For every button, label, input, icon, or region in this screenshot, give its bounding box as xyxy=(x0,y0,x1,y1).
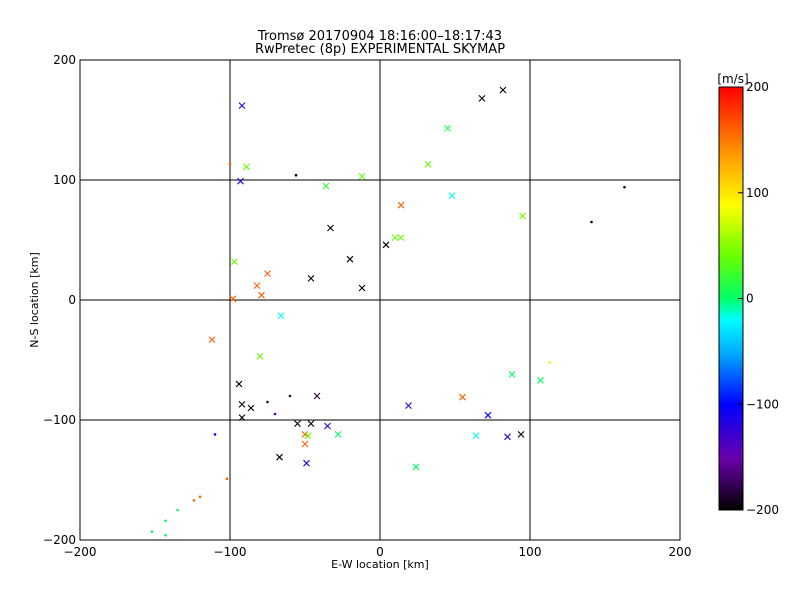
data-point-x xyxy=(397,234,405,241)
data-point-x xyxy=(304,432,312,439)
data-point-x xyxy=(322,182,330,190)
data-point-x xyxy=(253,282,261,289)
y-tick-labels: −200 −100 0 100 200 xyxy=(43,53,76,547)
data-point-x xyxy=(247,404,255,412)
x-tick-label: −100 xyxy=(214,545,247,559)
data-point-x xyxy=(517,431,525,438)
plot-frame xyxy=(79,59,681,541)
data-point-dot xyxy=(294,173,298,177)
x-axis-label: E-W location [km] xyxy=(331,558,429,571)
data-point-x xyxy=(397,201,405,209)
data-point-dot xyxy=(198,495,202,499)
data-point-x xyxy=(358,284,366,292)
data-point-dot xyxy=(164,519,167,523)
data-point-x xyxy=(231,258,238,265)
data-point-x xyxy=(519,212,526,220)
x-tick-label: 0 xyxy=(376,545,384,559)
data-point-dot xyxy=(273,412,277,416)
data-point-x xyxy=(303,459,310,467)
data-point-dot xyxy=(192,499,196,502)
colorbar-tick-label: −100 xyxy=(746,397,779,411)
data-point-x xyxy=(243,163,250,171)
data-point-dot xyxy=(266,400,269,404)
data-point-x xyxy=(484,411,492,419)
data-point-dot xyxy=(164,533,167,537)
data-point-x xyxy=(508,371,516,378)
data-point-x xyxy=(424,161,432,168)
data-point-x xyxy=(537,377,544,384)
data-point-x xyxy=(472,432,480,439)
data-point-x xyxy=(208,336,216,343)
data-point-x xyxy=(307,275,315,282)
data-point-x xyxy=(444,125,451,132)
data-point-x xyxy=(277,312,285,319)
y-tick-label: −200 xyxy=(43,533,76,547)
data-point-x xyxy=(229,295,237,303)
data-point-x xyxy=(238,401,246,408)
data-point-x xyxy=(301,440,309,448)
data-point-x xyxy=(313,392,321,400)
data-point-x xyxy=(412,463,420,471)
data-points xyxy=(150,86,626,537)
data-point-x xyxy=(324,422,331,430)
data-point-x xyxy=(276,453,283,461)
data-point-x xyxy=(358,173,366,180)
data-point-x xyxy=(238,414,246,421)
data-point-x xyxy=(391,234,399,241)
data-point-x xyxy=(459,393,466,401)
data-point-dot xyxy=(213,433,217,436)
y-tick-label: 100 xyxy=(53,173,76,187)
data-point-x xyxy=(238,102,246,109)
x-tick-labels: −200 −100 0 100 200 xyxy=(64,545,692,559)
colorbar-tick-label: 0 xyxy=(746,292,754,306)
data-point-dot xyxy=(150,530,154,533)
data-point-x xyxy=(235,380,243,388)
data-point-x xyxy=(327,224,334,232)
colorbar-tick-label: −200 xyxy=(746,503,779,517)
data-point-x xyxy=(334,431,342,438)
x-tick-label: −200 xyxy=(64,545,97,559)
data-point-dot xyxy=(176,508,179,512)
data-point-x xyxy=(504,433,511,441)
data-point-x xyxy=(405,402,412,409)
data-point-x xyxy=(258,291,265,299)
y-tick-label: −100 xyxy=(43,413,76,427)
colorbar-label: [m/s] xyxy=(717,72,748,86)
data-point-x xyxy=(346,255,354,263)
x-tick-label: 100 xyxy=(519,545,542,559)
data-point-x xyxy=(478,95,486,102)
x-tick-label: 200 xyxy=(669,545,692,559)
data-point-dot xyxy=(288,394,292,398)
grid-lines xyxy=(80,60,680,540)
data-point-x xyxy=(448,192,456,199)
data-point-dot xyxy=(590,220,593,224)
data-point-x xyxy=(264,270,271,277)
y-tick-label: 0 xyxy=(68,293,76,307)
y-tick-label: 200 xyxy=(53,53,76,67)
data-point-x xyxy=(256,353,264,360)
colorbar-ticks: 200 100 0 −100 −200 xyxy=(738,80,779,517)
data-point-dot xyxy=(548,361,551,364)
data-point-x xyxy=(499,86,507,94)
data-point-dot xyxy=(225,477,229,481)
chart-title: Tromsø 20170904 18:16:00–18:17:43 xyxy=(257,29,502,44)
data-point-dot xyxy=(228,163,232,166)
y-axis-label: N-S location [km] xyxy=(28,252,41,348)
data-point-x xyxy=(237,177,244,185)
data-point-dot xyxy=(623,185,626,189)
colorbar-tick-label: 100 xyxy=(746,186,769,200)
data-point-x xyxy=(294,420,301,427)
data-point-x xyxy=(382,241,390,249)
chart-subtitle: RwPretec (8p) EXPERIMENTAL SKYMAP xyxy=(255,42,505,57)
colorbar-tick-label: 200 xyxy=(746,80,769,94)
data-point-x xyxy=(307,420,315,427)
